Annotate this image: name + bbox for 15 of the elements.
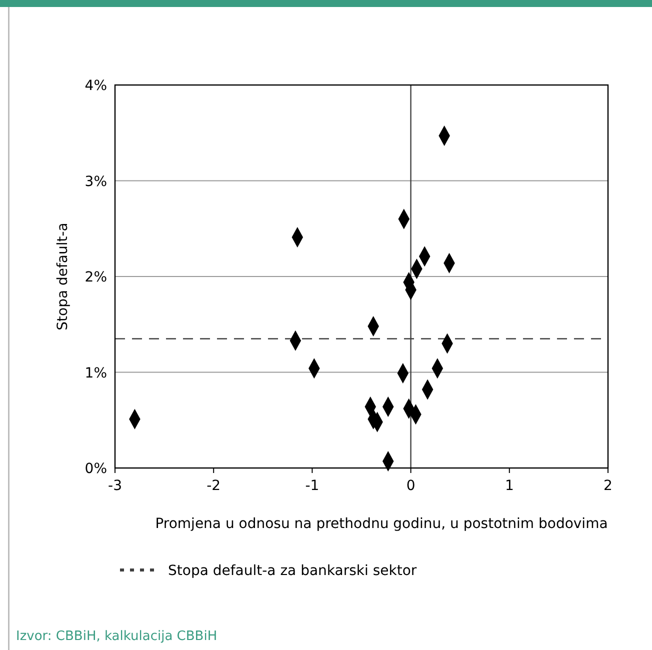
y-tick-label: 4%	[84, 78, 107, 94]
y-tick-label: 0%	[84, 461, 107, 477]
legend-label: Stopa default-a za bankarski sektor	[168, 563, 417, 579]
x-tick-label: 1	[504, 478, 514, 494]
x-tick-label: 2	[604, 478, 612, 494]
x-tick-label: -2	[206, 478, 221, 494]
x-tick-label: -1	[305, 478, 320, 494]
x-tick-label: -3	[108, 478, 122, 494]
x-tick-label: 0	[406, 478, 416, 494]
y-tick-label: 1%	[84, 365, 107, 382]
x-axis-title: Promjena u odnosu na prethodnu godinu, u postotnim bodovima	[155, 516, 608, 532]
y-axis-title: Stopa default-a	[55, 222, 71, 330]
y-tick-label: 2%	[84, 270, 107, 286]
text: Izvor: CBBiH, kalkulacija CBBiH	[16, 629, 218, 644]
y-tick-label: 3%	[84, 174, 107, 190]
